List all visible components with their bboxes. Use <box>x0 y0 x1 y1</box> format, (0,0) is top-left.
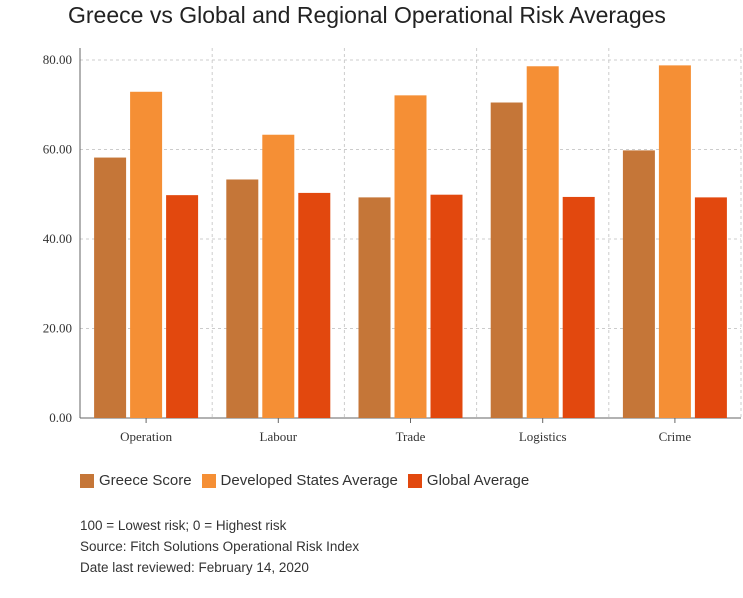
y-tick-label: 40.00 <box>43 231 72 246</box>
legend-label-developed: Developed States Average <box>220 472 398 489</box>
legend: Greece Score Developed States Average Gl… <box>80 472 539 489</box>
y-tick-label: 80.00 <box>43 52 72 67</box>
x-tick-label: Operation <box>120 429 172 444</box>
chart-title: Greece vs Global and Regional Operationa… <box>68 2 666 28</box>
bar-developed-states-average-labour <box>262 134 295 419</box>
bar-chart: 0.00 20.00 40.00 60.00 80.00 Operation Labour T… <box>43 48 742 444</box>
y-tick-label: 20.00 <box>43 321 72 336</box>
bar-global-average-labour <box>298 192 331 418</box>
y-tick-label: 0.00 <box>49 410 72 425</box>
legend-item-global[interactable]: Global Average <box>407 472 530 489</box>
bar-developed-states-average-crime <box>658 65 691 419</box>
bar-greece-score-crime <box>622 150 655 418</box>
note-date: Date last reviewed: February 14, 2020 <box>80 560 309 575</box>
bar-developed-states-average-logistics <box>526 66 559 418</box>
x-tick-label: Logistics <box>519 429 567 444</box>
legend-item-developed[interactable]: Developed States Average <box>201 472 398 489</box>
bar-greece-score-trade <box>358 197 391 418</box>
bar-global-average-crime <box>694 197 727 418</box>
note-scale: 100 = Lowest risk; 0 = Highest risk <box>80 518 287 533</box>
x-tick-label: Trade <box>396 429 426 444</box>
bar-greece-score-labour <box>226 179 259 418</box>
bar-greece-score-operation <box>94 157 127 418</box>
legend-swatch-developed <box>201 473 216 488</box>
legend-swatch-global <box>407 473 422 488</box>
legend-label-global: Global Average <box>426 472 530 489</box>
legend-label-greece: Greece Score <box>99 472 192 489</box>
bar-global-average-logistics <box>562 196 595 418</box>
note-source: Source: Fitch Solutions Operational Risk… <box>80 539 360 554</box>
chart-notes: 100 = Lowest risk; 0 = Highest risk Sour… <box>80 515 359 578</box>
bar-developed-states-average-trade <box>394 95 427 418</box>
bar-developed-states-average-operation <box>130 91 163 419</box>
bar-greece-score-logistics <box>490 102 523 418</box>
y-tick-label: 60.00 <box>43 142 72 157</box>
x-tick-label: Labour <box>260 429 298 444</box>
legend-swatch-greece <box>80 473 94 488</box>
bar-global-average-operation <box>166 195 199 418</box>
legend-item-greece[interactable]: Greece Score <box>80 472 192 489</box>
x-tick-label: Crime <box>659 429 692 444</box>
bar-global-average-trade <box>430 194 463 418</box>
